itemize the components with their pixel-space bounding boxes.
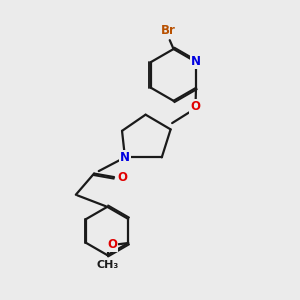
Text: N: N	[191, 56, 201, 68]
Text: O: O	[190, 100, 200, 112]
Text: O: O	[107, 238, 117, 251]
Text: O: O	[117, 171, 127, 184]
Text: N: N	[120, 151, 130, 164]
Text: CH₃: CH₃	[97, 260, 119, 270]
Text: Br: Br	[161, 24, 176, 37]
